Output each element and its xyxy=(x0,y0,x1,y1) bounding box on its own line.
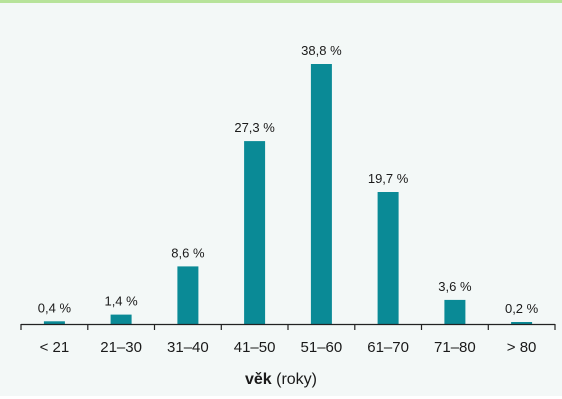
x-tick-label-7: 71–80 xyxy=(434,339,476,356)
x-tick-labels-group: < 21 21–30 31–40 41–50 51–60 61–70 71–80 > 80 xyxy=(40,339,537,356)
x-tick-label-1: < 21 xyxy=(40,339,70,356)
x-tick-label-5: 51–60 xyxy=(301,339,343,356)
bar-chart: 0,4 % 1,4 % 8,6 % 27,3 % 38,8 % 19,7 % 3,6 % 0,… xyxy=(20,43,556,356)
data-label-1: 0,4 % xyxy=(38,300,72,315)
bar-5 xyxy=(310,64,332,324)
data-label-3: 8,6 % xyxy=(171,245,205,260)
bar-1 xyxy=(43,321,65,324)
bar-8 xyxy=(511,322,533,324)
x-tick-label-2: 21–30 xyxy=(100,339,142,356)
x-tick-label-8: > 80 xyxy=(507,339,537,356)
data-label-4: 27,3 % xyxy=(234,120,275,135)
bar-7 xyxy=(444,299,466,324)
bars-group xyxy=(43,64,533,324)
bar-6 xyxy=(377,192,399,324)
data-label-6: 19,7 % xyxy=(368,171,409,186)
x-tick-label-3: 31–40 xyxy=(167,339,209,356)
data-labels-group: 0,4 % 1,4 % 8,6 % 27,3 % 38,8 % 19,7 % 3,6 % 0,… xyxy=(38,43,539,316)
bar-2 xyxy=(110,314,132,324)
x-ticks-group xyxy=(20,324,556,330)
bar-4 xyxy=(244,141,266,324)
data-label-8: 0,2 % xyxy=(505,301,539,316)
x-axis-title: věk (roky) xyxy=(0,371,562,389)
x-tick-label-6: 61–70 xyxy=(367,339,409,356)
data-label-7: 3,6 % xyxy=(438,279,472,294)
x-axis-title-unit: (roky) xyxy=(276,371,318,388)
x-tick-label-4: 41–50 xyxy=(234,339,276,356)
x-axis-title-bold: věk xyxy=(244,371,272,388)
bar-3 xyxy=(177,266,199,324)
data-label-2: 1,4 % xyxy=(104,294,138,309)
data-label-5: 38,8 % xyxy=(301,43,342,58)
